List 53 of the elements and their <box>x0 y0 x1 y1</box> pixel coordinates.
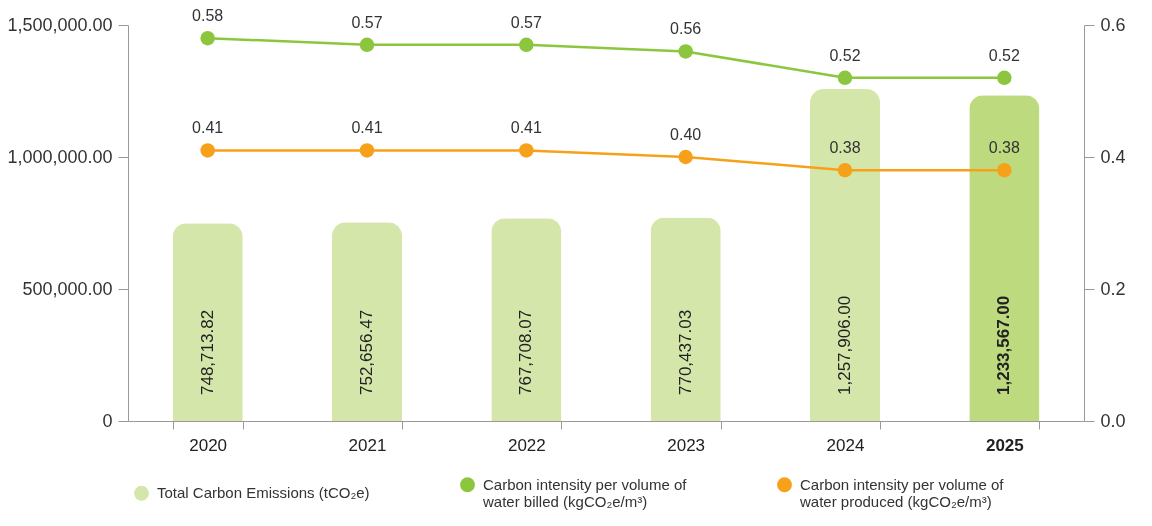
y2-tick-label: 0.0 <box>1100 410 1126 431</box>
legend-label: Total Carbon Emissions (tCO₂e) <box>157 484 370 502</box>
point <box>837 162 853 178</box>
y-tick-label: 1,000,000.00 <box>7 146 113 167</box>
legend-label: Carbon intensity per volume of water billed (kgCO₂e/m³) <box>482 475 688 510</box>
bar <box>809 88 881 421</box>
x-tick-label: 2020 <box>189 435 228 455</box>
data-label: 0.41 <box>351 119 383 137</box>
bar <box>650 217 721 421</box>
data-label: 767,708.07 <box>516 309 536 395</box>
bar <box>331 222 403 421</box>
data-label: 0.56 <box>670 20 702 38</box>
data-label: 0.57 <box>351 13 383 31</box>
y-tick-label: 0 <box>102 410 113 431</box>
y2-tick-label: 0.6 <box>1100 14 1126 35</box>
bar <box>969 95 1040 421</box>
point <box>359 37 375 53</box>
data-label: 1,233,567.00 <box>994 295 1014 395</box>
data-label: 1,257,906.00 <box>835 295 854 395</box>
point <box>200 143 215 158</box>
data-label: 0.38 <box>829 139 861 157</box>
x-tick-label: 2021 <box>348 435 387 455</box>
data-label: 0.57 <box>510 13 543 31</box>
point <box>678 149 693 165</box>
point <box>997 162 1012 178</box>
point <box>359 143 375 158</box>
data-label: 770,437.03 <box>675 309 695 395</box>
data-label: 0.52 <box>988 46 1021 64</box>
legend-label: Carbon intensity per volume of water produced (kgCO₂e/m³) <box>799 475 1005 510</box>
bar <box>491 218 562 421</box>
point <box>200 30 215 46</box>
point <box>997 70 1012 86</box>
data-label: 0.41 <box>192 119 224 137</box>
data-label: 0.52 <box>829 46 861 64</box>
point <box>837 70 853 86</box>
y-tick-label: 500,000.00 <box>22 278 113 299</box>
x-tick-label: 2024 <box>826 435 865 455</box>
y-tick-label: 1,500,000.00 <box>7 14 113 35</box>
y2-tick-label: 0.4 <box>1100 146 1126 167</box>
y2-tick-label: 0.2 <box>1100 278 1126 299</box>
data-label: 752,656.47 <box>357 309 376 395</box>
data-label: 0.58 <box>192 7 224 25</box>
data-label: 0.38 <box>988 139 1021 157</box>
data-label: 0.40 <box>670 126 702 143</box>
x-tick-label: 2025 <box>985 435 1024 455</box>
data-label: 748,713.82 <box>197 309 217 395</box>
point <box>519 143 534 158</box>
point <box>519 37 534 53</box>
bar <box>172 223 243 421</box>
x-tick-label: 2022 <box>507 435 546 455</box>
point <box>678 44 693 59</box>
data-label: 0.41 <box>510 119 543 137</box>
x-tick-label: 2023 <box>667 435 706 455</box>
